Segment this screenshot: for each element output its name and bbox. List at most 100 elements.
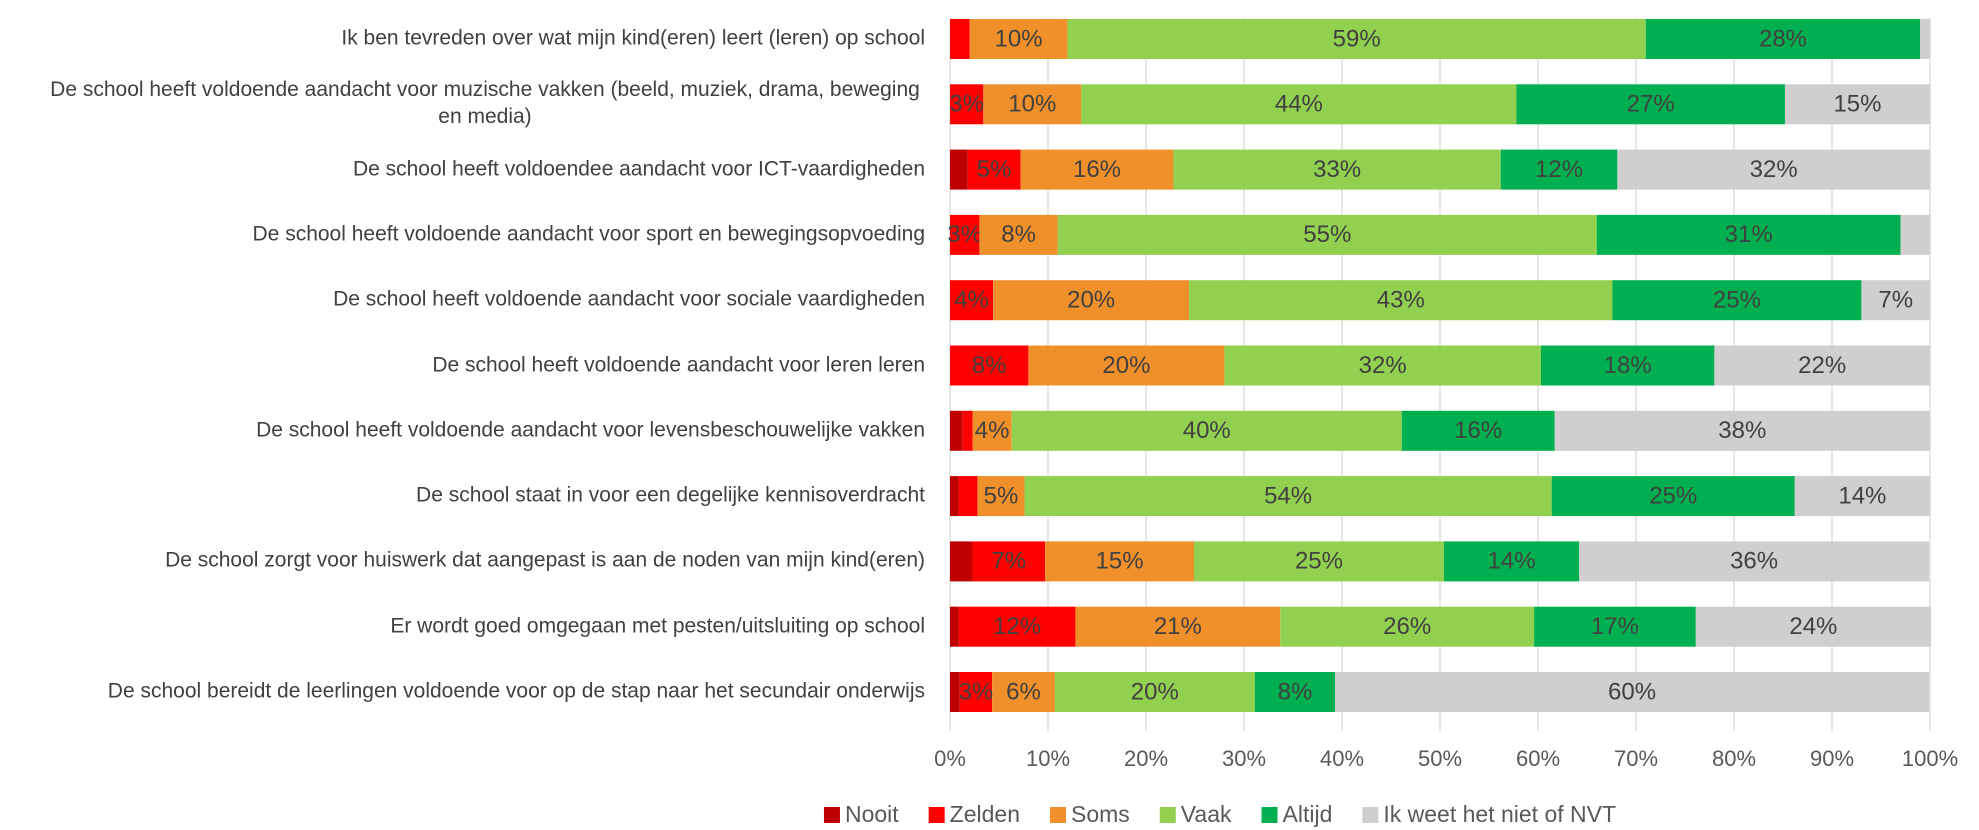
x-tick-label: 70%	[1614, 746, 1658, 771]
bar-segment	[1054, 672, 1255, 712]
x-tick-label: 100%	[1902, 746, 1958, 771]
data-label: 20%	[1067, 287, 1115, 314]
bar-segment	[959, 672, 993, 712]
bar-segment	[969, 19, 1068, 59]
category-label: De school heeft voldoendee aandacht voor…	[45, 156, 925, 183]
category-label: De school bereidt de leerlingen voldoend…	[45, 679, 925, 706]
data-label: 22%	[1798, 352, 1846, 379]
legend-swatch	[1362, 807, 1379, 823]
data-label: 27%	[1627, 91, 1675, 118]
bar-segment	[950, 541, 973, 582]
category-label: De school heeft voldoende aandacht voor …	[45, 221, 925, 248]
bar-segment	[993, 280, 1190, 321]
x-tick-label: 90%	[1810, 746, 1854, 771]
data-label: 3%	[959, 678, 994, 705]
bar-segment	[1081, 84, 1517, 125]
data-label: 38%	[1718, 417, 1766, 444]
data-label: 25%	[1295, 548, 1343, 575]
bar-segment	[950, 214, 980, 255]
legend-label: Altijd	[1283, 801, 1333, 827]
legend-swatch	[928, 807, 945, 823]
bar-segment	[1516, 84, 1785, 125]
data-label: 33%	[1313, 156, 1361, 183]
data-label: 14%	[1488, 548, 1536, 575]
bar-segment	[1401, 410, 1555, 451]
bar-segment	[950, 672, 960, 712]
data-label: 54%	[1264, 482, 1312, 509]
bar-segment	[1194, 541, 1444, 582]
bar-segment	[1554, 410, 1930, 451]
data-label: 5%	[984, 482, 1019, 509]
bar-segment	[1794, 476, 1930, 517]
bar-segment	[1500, 149, 1618, 190]
data-label: 28%	[1759, 25, 1807, 52]
legend-label: Zelden	[950, 801, 1020, 827]
data-label: 3%	[947, 221, 982, 248]
data-label: 21%	[1154, 613, 1202, 640]
data-label: 20%	[1102, 352, 1150, 379]
data-label: 60%	[1608, 678, 1656, 705]
data-label: 43%	[1377, 287, 1425, 314]
data-label: 10%	[995, 25, 1043, 52]
data-label: 31%	[1725, 221, 1773, 248]
bar-segment	[1900, 214, 1930, 255]
data-label: 59%	[1333, 25, 1381, 52]
bar-segment	[983, 84, 1082, 125]
x-tick-label: 40%	[1320, 746, 1364, 771]
bar-segment	[1645, 19, 1921, 59]
category-text: De school heeft voldoende aandacht voor …	[432, 353, 925, 377]
data-label: 36%	[1730, 548, 1778, 575]
x-tick-label: 50%	[1418, 746, 1462, 771]
category-text: De school zorgt voor huiswerk dat aangep…	[165, 548, 925, 572]
bar-segment	[1695, 606, 1931, 647]
legend-swatch	[823, 807, 840, 823]
bar-segment	[1612, 280, 1862, 321]
legend-label: Ik weet het niet of NVT	[1383, 801, 1616, 827]
legend-label: Nooit	[845, 801, 899, 827]
bar-segment	[950, 410, 963, 451]
data-label: 40%	[1183, 417, 1231, 444]
bar-segment	[1784, 84, 1930, 125]
x-tick-label: 30%	[1222, 746, 1266, 771]
bar-segment	[1254, 672, 1336, 712]
bar-segment	[950, 606, 959, 647]
bar-segment	[958, 476, 978, 517]
data-label: 12%	[1535, 156, 1583, 183]
bar-segment	[1224, 345, 1541, 386]
data-label: 8%	[972, 352, 1007, 379]
data-label: 44%	[1275, 91, 1323, 118]
bar-segment	[1024, 476, 1552, 517]
bar-segment	[958, 606, 1076, 647]
category-label: De school zorgt voor huiswerk dat aangep…	[45, 548, 925, 575]
bar-segment	[1540, 345, 1715, 386]
data-label: 6%	[1006, 678, 1041, 705]
bar-segment	[950, 280, 994, 321]
category-label: De school staat in voor een degelijke ke…	[45, 483, 925, 510]
bar-segment	[967, 149, 1021, 190]
bar-segment	[1075, 606, 1281, 647]
legend-label: Soms	[1071, 801, 1130, 827]
bar-segment	[1335, 672, 1930, 712]
bar-segment	[972, 410, 1012, 451]
data-label: 20%	[1131, 678, 1179, 705]
data-label: 5%	[977, 156, 1012, 183]
legend-swatch	[1049, 807, 1066, 823]
x-tick-label: 10%	[1026, 746, 1070, 771]
category-text: De school staat in voor een degelijke ke…	[416, 483, 925, 507]
bar-segment	[992, 672, 1055, 712]
x-tick-label: 20%	[1124, 746, 1168, 771]
bar-segment	[1579, 541, 1930, 582]
legend-swatch	[1261, 807, 1278, 823]
bar-segment	[979, 214, 1058, 255]
x-tick-label: 80%	[1712, 746, 1756, 771]
data-label: 25%	[1649, 482, 1697, 509]
category-label: De school heeft voldoende aandacht voor …	[45, 77, 925, 131]
bar-segment	[1280, 606, 1535, 647]
bar-segment	[1920, 19, 1930, 59]
data-label: 24%	[1789, 613, 1837, 640]
data-label: 32%	[1750, 156, 1798, 183]
bar-segment	[962, 410, 973, 451]
bar-segment	[1714, 345, 1930, 386]
